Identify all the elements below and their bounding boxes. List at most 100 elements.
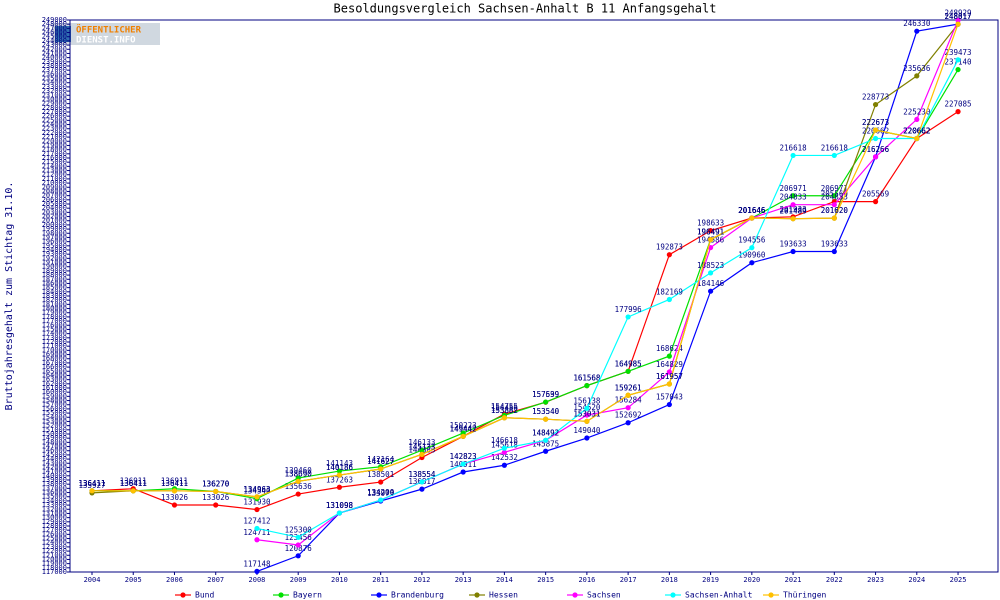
y-tick-label: 227000	[42, 108, 67, 116]
data-label: 157599	[532, 390, 559, 399]
data-point	[666, 369, 672, 375]
data-point	[501, 445, 507, 451]
data-point	[666, 381, 672, 387]
data-label: 135636	[285, 482, 313, 491]
data-label: 135927	[78, 481, 105, 490]
y-tick-label: 137000	[42, 484, 67, 492]
y-tick-label: 136000	[42, 489, 67, 497]
x-tick-label: 2019	[702, 576, 719, 584]
y-tick-label: 196000	[42, 238, 67, 246]
x-tick-label: 2020	[743, 576, 760, 584]
y-tick-label: 193000	[42, 250, 67, 258]
data-label: 164985	[615, 359, 642, 368]
data-point	[171, 502, 178, 508]
y-tick-label: 161000	[42, 384, 67, 392]
y-tick-label: 158000	[42, 397, 67, 405]
data-label: 145133	[408, 442, 435, 451]
y-tick-label: 119000	[42, 560, 67, 568]
data-point	[295, 534, 301, 540]
y-axis-label: Bruttojahresgehalt zum Stichtag 31.10.	[4, 182, 15, 411]
data-label: 127412	[243, 516, 270, 525]
x-tick-label: 2012	[413, 576, 430, 584]
data-label: 201646	[738, 206, 766, 215]
y-tick-label: 192000	[42, 254, 67, 262]
data-label: 201646	[738, 206, 766, 215]
data-label: 201489	[780, 207, 807, 216]
data-label: 248017	[944, 12, 971, 21]
data-label: 196491	[697, 228, 724, 237]
data-point	[625, 392, 631, 398]
y-tick-label: 209000	[42, 183, 67, 191]
y-tick-label: 231000	[42, 91, 67, 99]
data-label: 198633	[697, 219, 724, 228]
y-tick-label: 236000	[42, 70, 67, 78]
y-tick-label: 179000	[42, 309, 67, 317]
data-label: 196491	[697, 228, 724, 237]
legend-label: Hessen	[489, 591, 518, 600]
data-label: 220662	[903, 127, 930, 136]
data-point	[790, 248, 796, 255]
y-tick-label: 216000	[42, 154, 67, 162]
data-label: 136270	[202, 479, 230, 488]
data-point	[790, 152, 796, 159]
data-point	[254, 506, 260, 513]
data-label: 177996	[615, 305, 643, 314]
data-point	[666, 296, 672, 303]
data-label: 152692	[615, 411, 642, 420]
y-tick-label: 234000	[42, 79, 67, 87]
data-label: 201646	[738, 206, 766, 215]
data-label: 136411	[161, 479, 188, 488]
data-point	[501, 449, 507, 455]
data-label: 248017	[944, 12, 971, 21]
x-tick-label: 2007	[207, 576, 224, 584]
y-tick-label: 228000	[42, 104, 67, 112]
x-tick-label: 2024	[908, 576, 925, 584]
y-tick-label: 208000	[42, 187, 67, 195]
data-point	[708, 236, 714, 243]
y-tick-label: 230000	[42, 95, 67, 103]
y-tick-label: 139000	[42, 476, 67, 484]
data-label: 239473	[944, 48, 971, 57]
data-label: 150223	[450, 421, 477, 430]
data-label: 149442	[450, 424, 477, 433]
x-tick-label: 2005	[125, 576, 142, 584]
data-point	[584, 435, 590, 441]
y-tick-label: 173000	[42, 334, 67, 342]
data-point	[625, 420, 631, 426]
data-label: 192873	[656, 243, 683, 252]
y-tick-label: 152000	[42, 422, 67, 430]
data-label: 235636	[903, 64, 931, 73]
y-tick-label: 218000	[42, 146, 67, 154]
data-point	[378, 466, 384, 472]
y-tick-label: 246000	[42, 29, 67, 37]
y-tick-label: 245000	[42, 33, 67, 41]
data-label: 156138	[573, 396, 601, 405]
y-tick-label: 213000	[42, 167, 67, 175]
y-tick-label: 128000	[42, 522, 67, 530]
y-tick-label: 155000	[42, 409, 67, 417]
data-point	[584, 412, 590, 418]
data-label: 141143	[326, 459, 353, 468]
data-label: 131930	[243, 498, 271, 507]
data-label: 140186	[326, 463, 354, 472]
data-point	[130, 488, 136, 494]
y-tick-label: 241000	[42, 49, 67, 57]
legend-label: Thüringen	[783, 591, 827, 600]
data-label: 134540	[243, 487, 271, 496]
data-label: 216266	[862, 145, 890, 154]
data-label: 117148	[243, 559, 271, 568]
data-label: 138690	[285, 469, 313, 478]
data-point	[419, 447, 425, 453]
data-label: 182169	[656, 287, 683, 296]
data-label: 222673	[862, 118, 889, 127]
data-label: 134963	[243, 485, 270, 494]
data-point	[831, 193, 837, 199]
y-tick-label: 242000	[42, 45, 67, 53]
y-tick-label: 124000	[42, 539, 67, 547]
data-label: 146618	[491, 436, 519, 445]
y-tick-label: 130000	[42, 514, 67, 522]
data-label: 134200	[367, 488, 395, 497]
y-tick-label: 127000	[42, 526, 67, 534]
y-tick-label: 148000	[42, 438, 67, 446]
y-tick-label: 219000	[42, 141, 67, 149]
